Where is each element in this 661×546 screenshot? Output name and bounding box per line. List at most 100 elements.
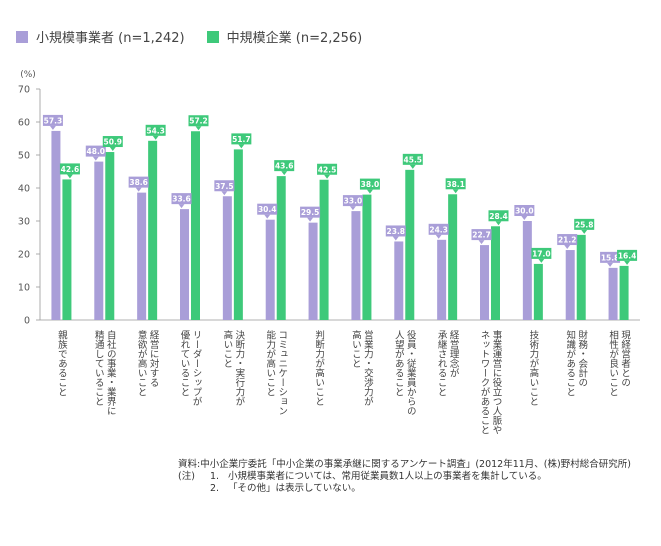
x-category-label: 高いこと [221, 329, 233, 368]
data-label-pointer-medium-enterprise [581, 229, 588, 234]
y-axis-unit-label: (%) [20, 70, 36, 80]
data-label-small-business: 30.4 [258, 205, 277, 214]
x-category-label: 営業力・交渉力が [362, 329, 374, 406]
data-label-medium-enterprise: 51.7 [232, 135, 251, 144]
x-category-label: 親族であること [56, 329, 68, 396]
source-row: 資料: 中小企業庁委託「中小企業の事業承継に関するアンケート調査」(2012年1… [178, 459, 631, 471]
data-label-box-medium-enterprise [274, 160, 295, 172]
data-label-pointer-medium-enterprise [195, 126, 202, 131]
x-category-label: 承継されること [436, 330, 448, 397]
bar-medium-enterprise [405, 169, 415, 320]
data-label-medium-enterprise: 17.0 [532, 249, 551, 258]
x-category-label: 人望があること [393, 330, 405, 397]
y-tick-label: 20 [18, 250, 30, 261]
data-label-pointer-medium-enterprise [495, 221, 502, 226]
note-text-1: 小規模事業者については、常用従業員数1人以上の事業者を集計している。 [228, 471, 547, 482]
data-label-pointer-small-business [521, 216, 528, 220]
data-label-small-business: 33.0 [344, 197, 363, 206]
x-category-label: 意欲が高いこと [136, 329, 148, 396]
data-label-small-business: 38.6 [129, 178, 148, 187]
data-label-medium-enterprise: 42.5 [318, 165, 337, 174]
data-label-pointer-medium-enterprise [66, 174, 73, 179]
x-category-label: 役員・従業員からの [405, 329, 417, 415]
chart-legend: 小規模事業者 (n=1,242) 中規模企業 (n=2,256) [16, 27, 384, 46]
bar-medium-enterprise [276, 176, 286, 320]
bar-small-business [265, 219, 275, 320]
data-label-pointer-medium-enterprise [109, 147, 116, 152]
legend-label-medium-enterprise: 中規模企業 (n=2,256) [226, 31, 363, 46]
note-label-spacer [178, 483, 210, 495]
y-tick-label: 50 [18, 151, 30, 162]
source-text: 中小企業庁委託「中小企業の事業承継に関するアンケート調査」(2012年11月、(… [200, 459, 631, 470]
x-category-label: 判断力が高いこと [313, 329, 325, 406]
x-category-label: 現経営者との [619, 330, 631, 387]
data-label-box-medium-enterprise [145, 124, 166, 136]
y-tick-label: 60 [18, 118, 30, 129]
data-label-medium-enterprise: 28.4 [489, 212, 508, 221]
data-label-pointer-medium-enterprise [152, 135, 159, 140]
note-text-2: 「その他」は表示していない。 [228, 483, 361, 494]
bar-small-business [51, 130, 61, 320]
data-label-box-medium-enterprise [531, 247, 552, 259]
y-tick-label: 10 [18, 283, 30, 294]
x-category-label: 経営理念が [448, 329, 460, 377]
x-category-label: 相性が良いこと [607, 329, 619, 396]
x-category-label: 自社の事業・業界に [105, 329, 117, 415]
data-label-medium-enterprise: 42.6 [61, 165, 80, 174]
bar-small-business [394, 241, 404, 320]
x-category-label: ネットワークがあること [479, 330, 491, 435]
data-label-pointer-medium-enterprise [452, 189, 459, 194]
data-label-small-business: 21.2 [558, 236, 577, 245]
data-label-pointer-medium-enterprise [624, 260, 631, 265]
data-label-pointer-small-business [135, 187, 142, 192]
legend-swatch-medium-enterprise [206, 30, 219, 43]
data-label-small-business: 15.8 [601, 253, 620, 262]
x-category-label: 知識があること [564, 329, 576, 396]
data-label-box-medium-enterprise [445, 178, 466, 190]
data-label-box-small-business [471, 229, 492, 241]
bar-small-business [437, 239, 447, 320]
data-label-medium-enterprise: 43.6 [275, 162, 294, 171]
data-label-small-business: 23.8 [387, 227, 406, 236]
data-label-box-small-business [514, 205, 535, 216]
bar-medium-enterprise [491, 226, 500, 320]
data-label-box-small-business [85, 145, 106, 157]
data-label-box-small-business [300, 206, 321, 218]
bar-small-business [308, 222, 318, 320]
data-label-pointer-medium-enterprise [409, 164, 416, 169]
data-label-box-medium-enterprise [359, 178, 380, 190]
bar-medium-enterprise [148, 140, 158, 320]
x-category-label: 経営に対する [148, 329, 160, 387]
bar-medium-enterprise [191, 131, 200, 320]
legend-label-small-business: 小規模事業者 (n=1,242) [36, 31, 185, 46]
data-label-box-medium-enterprise [317, 163, 338, 175]
bar-medium-enterprise [533, 263, 543, 320]
data-label-box-small-business [342, 195, 363, 207]
data-label-pointer-medium-enterprise [281, 171, 288, 176]
bar-small-business [351, 211, 361, 320]
data-label-box-medium-enterprise [617, 249, 638, 261]
data-label-box-small-business [171, 193, 192, 205]
data-label-box-small-business [257, 203, 278, 215]
note-number-1: 1. [210, 471, 220, 482]
note-label: (注) [178, 471, 195, 482]
data-label-small-business: 48.0 [87, 147, 106, 156]
data-label-box-medium-enterprise [59, 163, 80, 175]
data-label-medium-enterprise: 38.1 [446, 180, 465, 189]
bar-medium-enterprise [105, 152, 115, 320]
bar-small-business [522, 221, 532, 320]
bar-small-business [94, 161, 104, 320]
y-tick-label: 30 [18, 217, 30, 228]
data-label-box-small-business [42, 114, 63, 126]
data-label-pointer-small-business [178, 204, 185, 209]
data-label-pointer-small-business [607, 262, 614, 267]
x-category-label: 財務・会計の [576, 329, 588, 387]
data-label-box-medium-enterprise [188, 115, 209, 127]
data-label-pointer-small-business [349, 206, 356, 211]
bar-medium-enterprise [619, 265, 629, 320]
source-label: 資料: [178, 459, 201, 470]
bar-small-business [222, 196, 232, 320]
data-label-pointer-small-business [392, 236, 399, 241]
bar-medium-enterprise [362, 194, 372, 320]
